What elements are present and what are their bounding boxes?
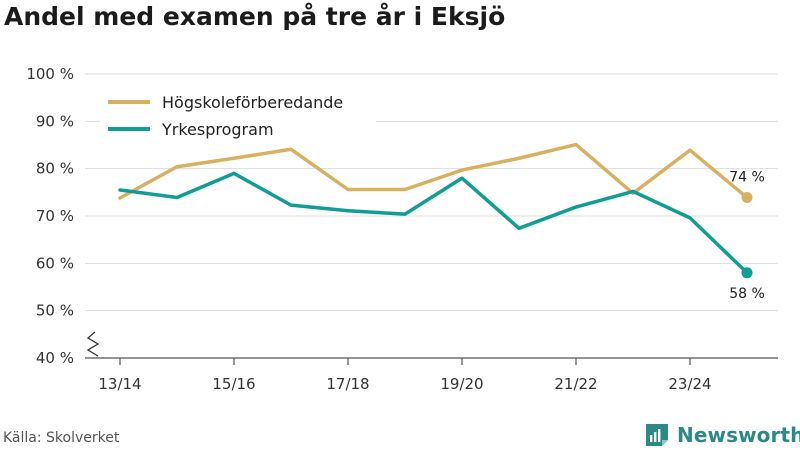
series-line-yrkesprogram <box>118 171 749 275</box>
end-point-h-gskolef-rberedande <box>741 192 753 204</box>
y-tick-label: 80 % <box>36 160 74 178</box>
brand-name: Newsworthy <box>677 423 800 447</box>
legend-label: Yrkesprogram <box>161 120 274 139</box>
axes: 40 % 50 % 60 % 70 % 80 % 90 % 100 % 13/14 15/16 1… <box>26 65 778 393</box>
y-tick-label: 70 % <box>36 207 74 225</box>
chart-title: Andel med examen på tre år i Eksjö <box>4 2 506 31</box>
grid-lines <box>85 73 778 312</box>
y-tick-label: 50 % <box>36 302 74 320</box>
legend-label: Högskoleförberedande <box>162 93 343 112</box>
axis-break-icon <box>86 331 100 357</box>
bar-chart-document-icon <box>646 424 668 446</box>
x-tick-label: 21/22 <box>554 375 597 393</box>
y-tick-label: 40 % <box>36 349 74 367</box>
brand-logo: Newsworthy <box>644 422 800 448</box>
line-chart: 40 % 50 % 60 % 70 % 80 % 90 % 100 % 13/14 15/16 1… <box>26 65 778 393</box>
y-tick-label: 90 % <box>36 112 74 130</box>
x-tick-label: 15/16 <box>212 375 255 393</box>
x-tick-label: 23/24 <box>668 375 711 393</box>
end-label-yrkesprogram: 58 % <box>729 286 765 302</box>
end-label-h-gskolef-rberedande: 74 % <box>729 170 765 186</box>
end-point-yrkesprogram <box>741 267 753 279</box>
source-credit: Källa: Skolverket <box>3 430 120 446</box>
legend-background <box>100 84 376 146</box>
x-tick-label: 17/18 <box>326 375 369 393</box>
data-series: 74 % 58 % <box>118 142 765 302</box>
y-tick-label: 100 % <box>26 65 74 83</box>
x-tick-label: 13/14 <box>98 375 141 393</box>
series-line-h-gskolef-rberedande <box>118 142 749 200</box>
legend: Högskoleförberedande Yrkesprogram <box>100 84 376 146</box>
x-tick-label: 19/20 <box>440 375 483 393</box>
y-tick-label: 60 % <box>36 254 74 272</box>
